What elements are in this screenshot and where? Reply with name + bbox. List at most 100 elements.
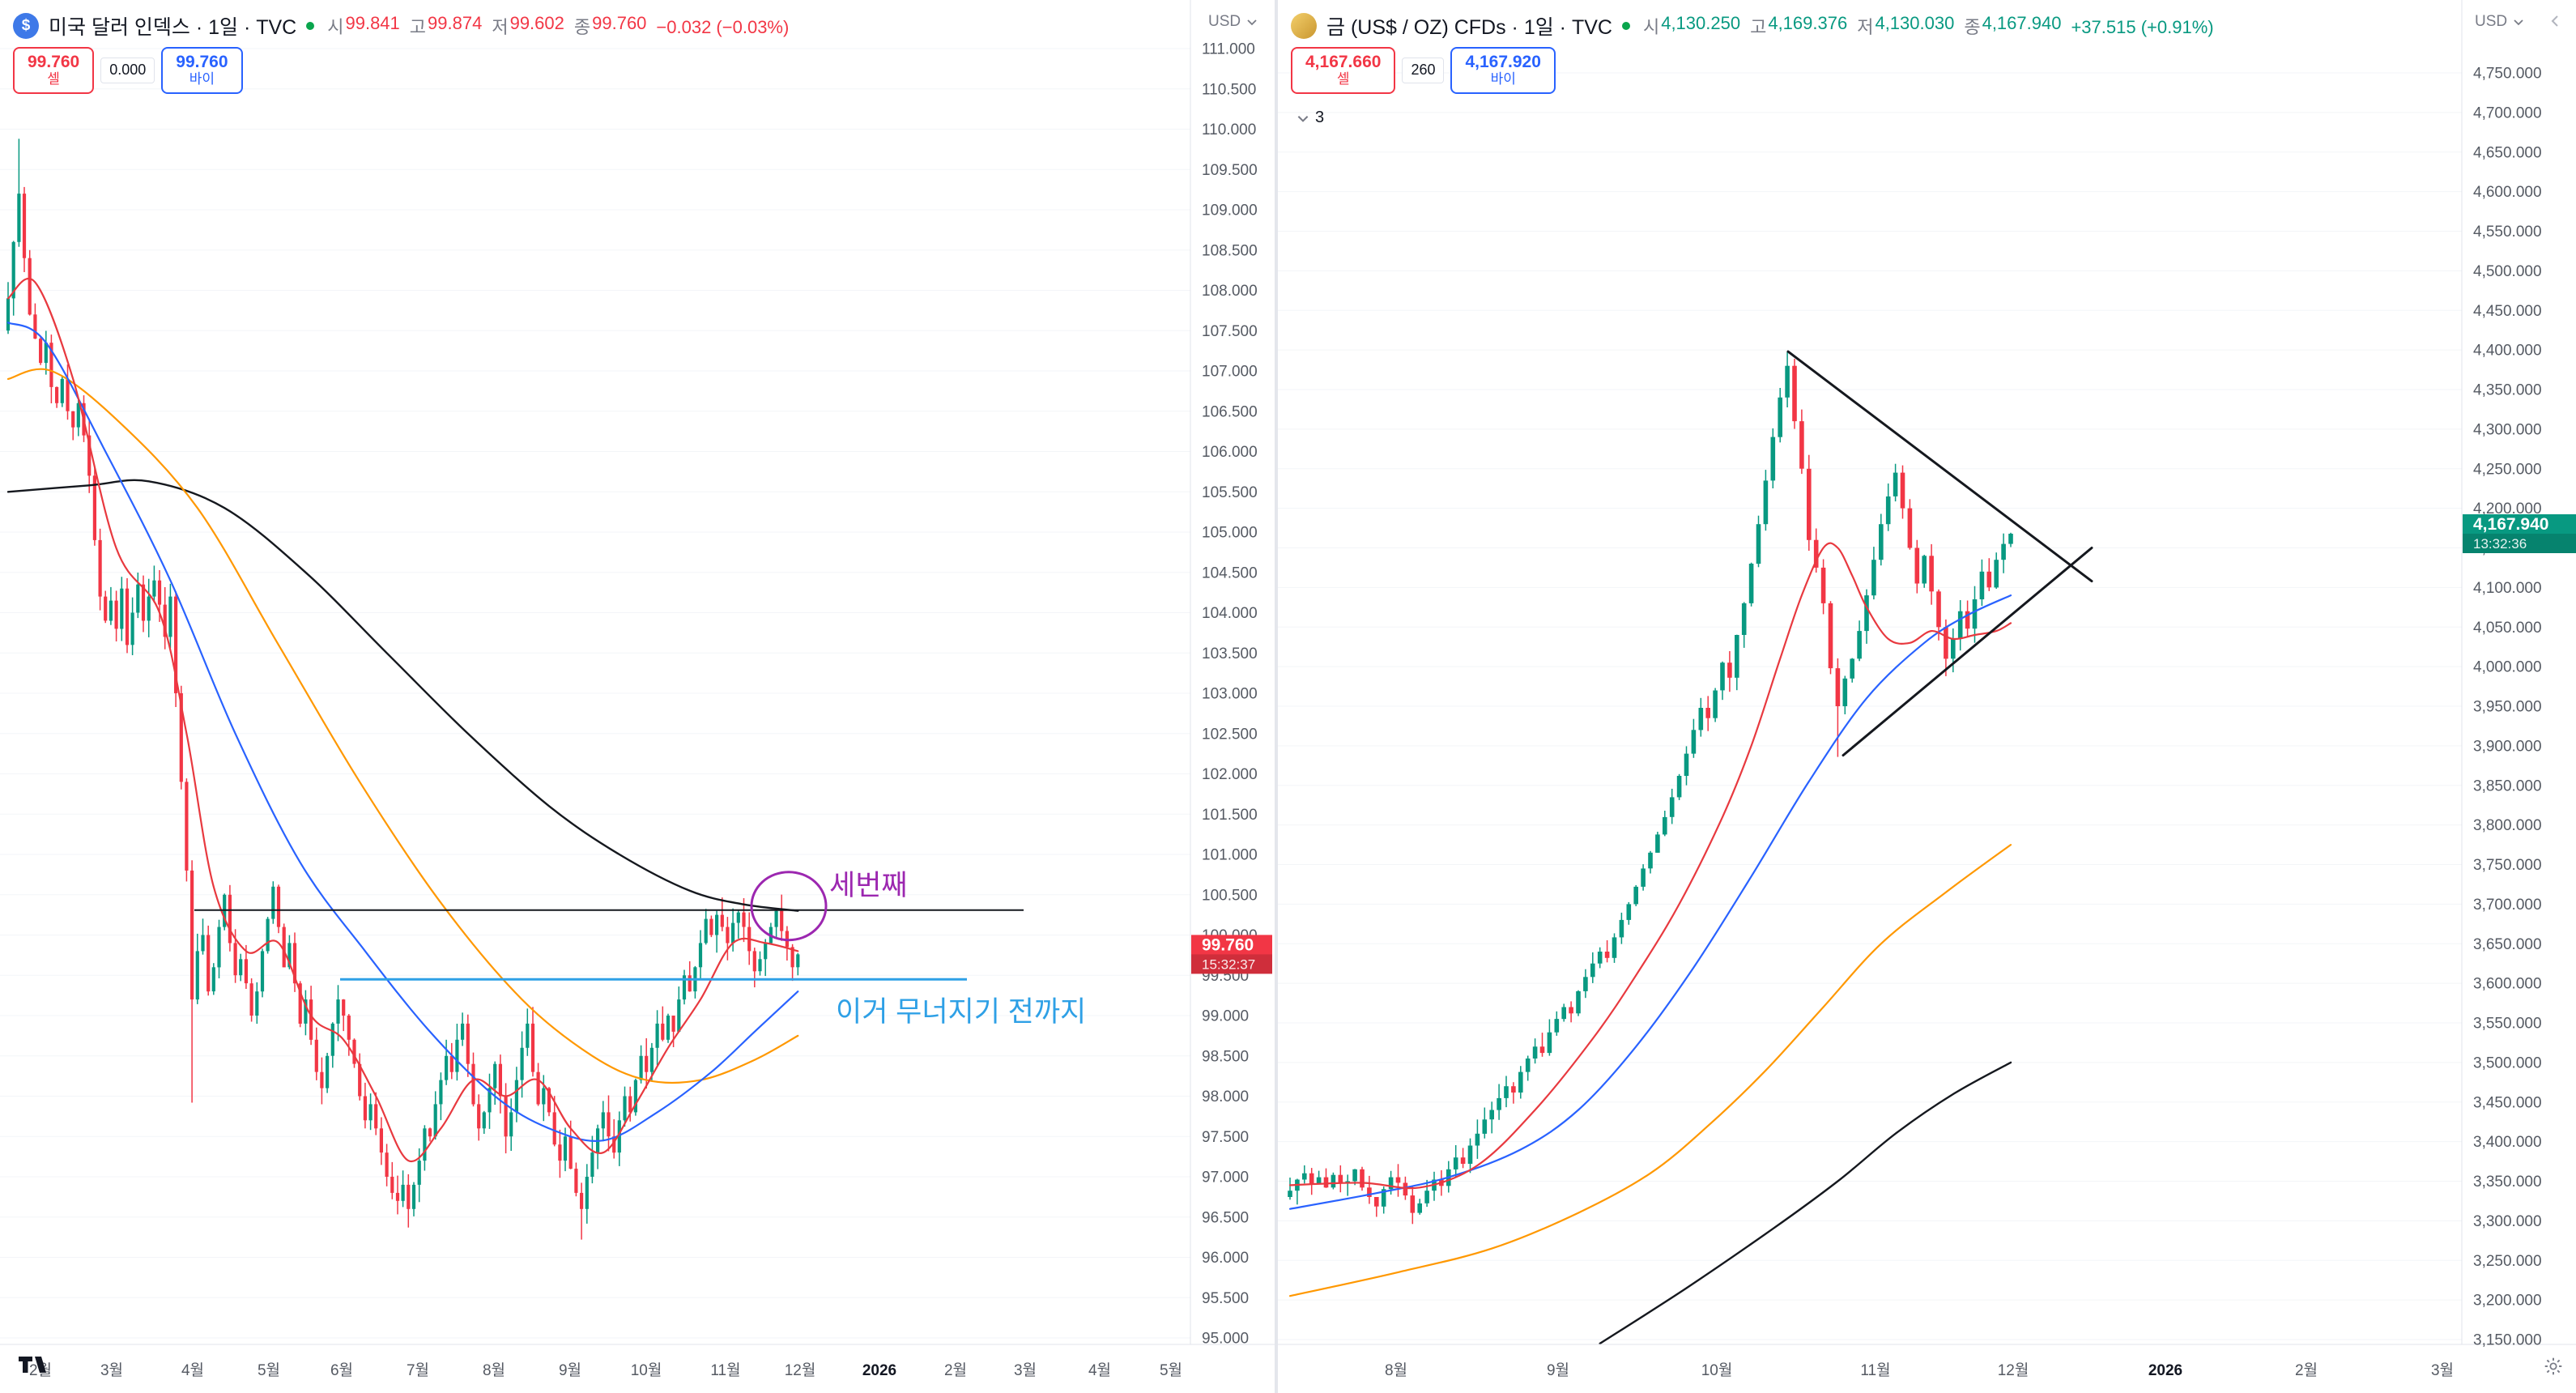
gold-time-axis[interactable] [1278,1344,2576,1393]
svg-text:98.000: 98.000 [1202,1088,1249,1105]
gold-chart-canvas[interactable]: 3,150.000 3,200.000 3,250.000 3,300.000 3,35… [1278,0,2576,1393]
svg-text:4,700.000: 4,700.000 [2473,104,2542,121]
dollar-circle-icon: $ [13,13,39,39]
svg-text:4,000.000: 4,000.000 [2473,659,2542,676]
buy-price: 4,167.920 [1465,53,1541,72]
dxy-price-scale[interactable] [1190,0,1275,1344]
buy-label: 바이 [189,71,215,87]
price-scale-currency-button[interactable]: USD [2475,13,2525,31]
price-scale-currency-button[interactable]: USD [1208,13,1258,31]
sell-price: 99.760 [28,53,80,72]
ohlc-readout: 시 99.841 고 99.874 저 99.602 종 99.760 −0.032 (… [327,13,789,39]
gold-price-scale[interactable] [2462,0,2576,1344]
svg-text:3월: 3월 [100,1361,123,1379]
chevron-down-icon [1247,19,1257,26]
svg-text:6월: 6월 [330,1361,353,1379]
svg-text:3월: 3월 [1014,1361,1037,1379]
svg-text:8월: 8월 [483,1361,505,1379]
svg-text:99.760: 99.760 [1202,935,1254,954]
svg-text:104.000: 104.000 [1202,605,1258,622]
svg-text:97.500: 97.500 [1202,1129,1249,1146]
svg-text:95.500: 95.500 [1202,1290,1249,1307]
svg-text:3,900.000: 3,900.000 [2473,738,2542,755]
svg-text:4,167.940: 4,167.940 [2473,515,2548,534]
svg-text:105.000: 105.000 [1202,525,1258,542]
svg-text:105.500: 105.500 [1202,484,1258,501]
svg-text:4,600.000: 4,600.000 [2473,184,2542,201]
gear-icon [2544,1357,2562,1375]
symbol-title[interactable]: 미국 달러 인덱스 · 1일 · TVC [49,16,297,39]
close-value: 99.760 [592,13,647,33]
sell-button[interactable]: 4,167.660 셀 [1291,47,1396,94]
svg-text:3,500.000: 3,500.000 [2473,1054,2542,1071]
low-label: 저 [492,17,509,37]
svg-text:110.500: 110.500 [1202,81,1256,98]
svg-text:103.000: 103.000 [1202,686,1258,703]
close-value: 4,167.940 [1982,13,2062,33]
svg-text:4,100.000: 4,100.000 [2473,580,2542,597]
change-value: +37.515 (+0.91%) [2071,17,2214,37]
svg-text:8월: 8월 [1385,1361,1407,1379]
close-label: 종 [1964,17,1981,37]
svg-text:9월: 9월 [1547,1361,1569,1379]
market-status-dot [306,22,315,30]
buy-button[interactable]: 4,167.920 바이 [1450,47,1556,94]
svg-text:98.500: 98.500 [1202,1048,1249,1065]
svg-text:세번째: 세번째 [829,870,908,901]
high-value: 4,169.376 [1768,13,1848,33]
svg-text:4,400.000: 4,400.000 [2473,343,2542,360]
open-label: 시 [327,17,344,37]
sell-button[interactable]: 99.760 셀 [13,47,95,94]
panel-divider[interactable] [1275,0,1278,1393]
svg-text:111.000: 111.000 [1202,41,1255,58]
svg-text:3,300.000: 3,300.000 [2473,1213,2542,1230]
symbol-title[interactable]: 금 (US$ / OZ) CFDs · 1일 · TVC [1326,16,1612,39]
svg-text:4,750.000: 4,750.000 [2473,66,2542,83]
svg-text:12월: 12월 [785,1361,816,1379]
svg-text:2026: 2026 [2148,1362,2182,1379]
tradingview-logo-icon [19,1357,46,1373]
svg-text:110.000: 110.000 [1202,121,1256,138]
svg-text:10월: 10월 [631,1361,662,1379]
spread-value: 260 [1402,58,1445,83]
buy-button[interactable]: 99.760 바이 [161,47,243,94]
svg-text:3,750.000: 3,750.000 [2473,857,2542,874]
svg-text:103.500: 103.500 [1202,645,1258,662]
svg-text:4,650.000: 4,650.000 [2473,144,2542,161]
svg-text:2026: 2026 [862,1362,896,1379]
svg-text:100.500: 100.500 [1202,887,1258,904]
gold-circle-icon [1291,13,1317,39]
svg-text:4,250.000: 4,250.000 [2473,461,2542,478]
chevron-left-icon [2551,15,2558,27]
svg-text:11월: 11월 [1860,1361,1890,1379]
dxy-time-axis[interactable] [0,1344,1275,1393]
sell-label: 셀 [1336,71,1350,87]
open-label: 시 [1642,17,1660,37]
svg-text:5월: 5월 [258,1361,280,1379]
svg-text:4,050.000: 4,050.000 [2473,620,2542,637]
collapse-panel-button[interactable] [2548,13,2564,32]
tradingview-logo[interactable] [18,1354,50,1379]
indicator-group-toggle[interactable]: 3 [1291,107,1329,129]
low-label: 저 [1857,17,1874,37]
low-value: 4,130.030 [1875,13,1955,33]
high-label: 고 [1750,17,1767,37]
svg-text:3,250.000: 3,250.000 [2473,1253,2542,1270]
svg-text:12월: 12월 [1998,1361,2029,1379]
svg-text:109.500: 109.500 [1202,162,1258,179]
currency-label: USD [1208,13,1241,30]
svg-text:4,350.000: 4,350.000 [2473,382,2542,399]
currency-label: USD [2475,13,2508,30]
chevron-down-icon [1297,115,1309,122]
spread-value: 0.000 [100,58,155,83]
svg-text:3,450.000: 3,450.000 [2473,1094,2542,1111]
svg-text:107.000: 107.000 [1202,364,1258,381]
scale-settings-button[interactable] [2543,1356,2564,1379]
buy-price: 99.760 [176,53,228,72]
gold-legend: 금 (US$ / OZ) CFDs · 1일 · TVC 시 4,130.250 … [1291,11,2214,40]
svg-text:104.500: 104.500 [1202,564,1258,581]
svg-text:15:32:37: 15:32:37 [1202,956,1255,972]
svg-text:3,600.000: 3,600.000 [2473,976,2542,993]
